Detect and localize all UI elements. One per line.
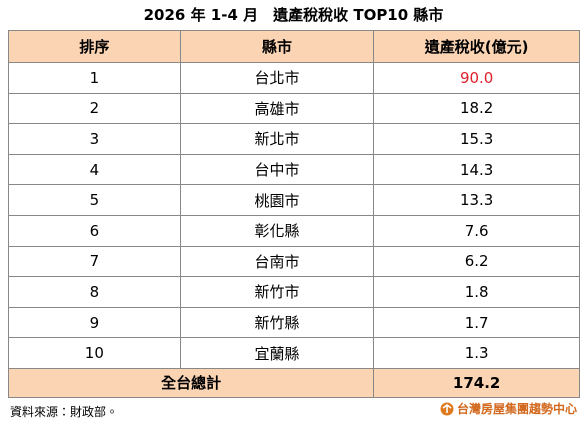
city-cell: 台中市 bbox=[179, 153, 375, 186]
rank-cell: 1 bbox=[8, 62, 181, 94]
table-row: 1 台北市 90.0 bbox=[8, 62, 580, 94]
total-row: 全台總計 174.2 bbox=[7, 367, 580, 398]
rank-cell: 6 bbox=[8, 214, 181, 247]
rank-cell: 9 bbox=[8, 306, 181, 339]
value-cell: 1.3 bbox=[373, 337, 580, 369]
logo: 台灣房屋集團趨勢中心 bbox=[440, 400, 577, 417]
rank-cell: 2 bbox=[8, 92, 181, 125]
total-label: 全台總計 bbox=[7, 367, 375, 398]
table-row: 3 新北市 15.3 bbox=[8, 123, 580, 155]
table-row: 9 新竹縣 1.7 bbox=[8, 306, 580, 339]
city-cell: 台南市 bbox=[179, 245, 375, 278]
city-cell: 桃園市 bbox=[179, 184, 375, 216]
rank-cell: 10 bbox=[8, 337, 181, 369]
value-cell: 15.3 bbox=[373, 123, 580, 155]
column-header: 縣市 bbox=[179, 30, 375, 63]
city-cell: 宜蘭縣 bbox=[179, 337, 375, 369]
rank-cell: 4 bbox=[8, 153, 181, 186]
city-cell: 新竹市 bbox=[179, 276, 375, 308]
ranking-table: 排序 縣市 遺產稅收(億元) 1 台北市 90.0 2 高雄市 18.2 3 新北市 15.3 4 台中… bbox=[7, 30, 580, 398]
table-row: 2 高雄市 18.2 bbox=[8, 92, 580, 125]
value-cell: 6.2 bbox=[373, 245, 580, 278]
table-row: 8 新竹市 1.8 bbox=[8, 276, 580, 308]
table-row: 5 桃園市 13.3 bbox=[8, 184, 580, 216]
value-cell: 90.0 bbox=[373, 62, 580, 94]
city-cell: 新竹縣 bbox=[179, 306, 375, 339]
value-cell: 7.6 bbox=[373, 214, 580, 247]
total-value: 174.2 bbox=[373, 367, 580, 398]
table-row: 7 台南市 6.2 bbox=[8, 245, 580, 278]
column-header: 遺產稅收(億元) bbox=[373, 30, 580, 63]
value-cell: 1.7 bbox=[373, 306, 580, 339]
table-row: 6 彰化縣 7.6 bbox=[8, 214, 580, 247]
value-cell: 18.2 bbox=[373, 92, 580, 125]
city-cell: 高雄市 bbox=[179, 92, 375, 125]
value-cell: 14.3 bbox=[373, 153, 580, 186]
value-cell: 1.8 bbox=[373, 276, 580, 308]
rank-cell: 8 bbox=[8, 276, 181, 308]
rank-cell: 5 bbox=[8, 184, 181, 216]
rank-cell: 7 bbox=[8, 245, 181, 278]
rank-cell: 3 bbox=[8, 123, 181, 155]
column-header: 排序 bbox=[8, 30, 181, 63]
source-note: 資料來源：財政部。 bbox=[10, 405, 119, 419]
header-row: 排序 縣市 遺產稅收(億元) bbox=[8, 30, 580, 63]
city-cell: 新北市 bbox=[179, 123, 375, 155]
table-row: 10 宜蘭縣 1.3 bbox=[8, 337, 580, 369]
city-cell: 台北市 bbox=[179, 62, 375, 94]
city-cell: 彰化縣 bbox=[179, 214, 375, 247]
title: 2026 年 1-4 月 遺產稅稅收 TOP10 縣市 bbox=[143, 6, 444, 24]
table-row: 4 台中市 14.3 bbox=[8, 153, 580, 186]
logo-icon bbox=[440, 402, 454, 415]
logo-text: 台灣房屋集團趨勢中心 bbox=[456, 402, 577, 416]
value-cell: 13.3 bbox=[373, 184, 580, 216]
